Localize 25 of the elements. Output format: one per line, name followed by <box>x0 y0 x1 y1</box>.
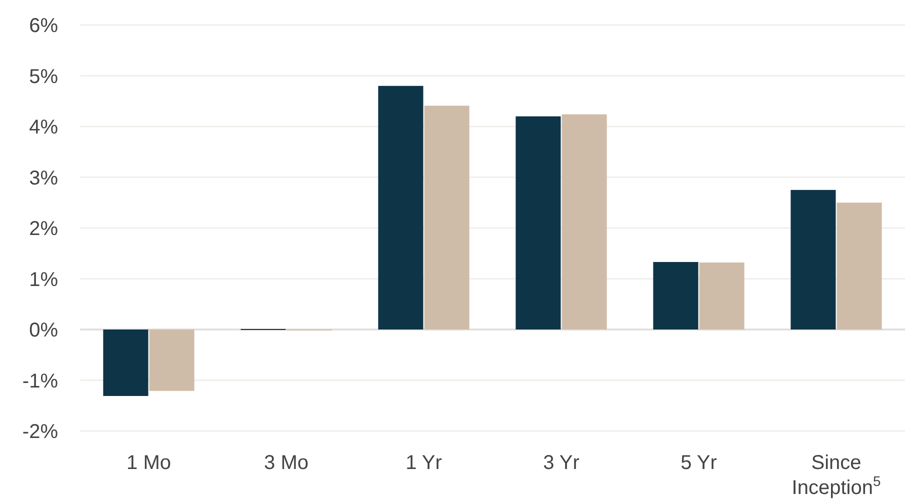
bar <box>103 330 148 396</box>
x-tick-label: Since Inception$^{5}$ <box>792 452 881 499</box>
bar <box>424 106 470 330</box>
y-tick-label: 3% <box>29 167 58 190</box>
x-tick-label: 1 Yr <box>406 452 442 474</box>
x-tick-label: 1 Mo <box>126 452 171 474</box>
bar <box>699 262 744 330</box>
y-tick-label: -2% <box>22 421 58 443</box>
x-tick-label: 3 Yr <box>543 452 580 474</box>
bar <box>790 190 836 330</box>
bar <box>516 116 561 330</box>
x-tick-label: 3 Mo <box>264 452 308 474</box>
bar <box>653 262 698 330</box>
y-tick-label: -1% <box>22 370 58 392</box>
bar <box>836 202 882 330</box>
y-tick-label: 4% <box>29 116 58 138</box>
bar <box>562 114 607 330</box>
y-tick-label: 0% <box>29 320 58 342</box>
bar <box>149 330 194 391</box>
y-tick-label: 1% <box>29 268 58 291</box>
y-tick-label: 2% <box>29 218 58 240</box>
y-tick-label: 6% <box>29 15 58 37</box>
y-tick-label: 5% <box>29 66 58 88</box>
x-tick-label: 5 Yr <box>680 452 718 474</box>
bar <box>378 86 424 330</box>
